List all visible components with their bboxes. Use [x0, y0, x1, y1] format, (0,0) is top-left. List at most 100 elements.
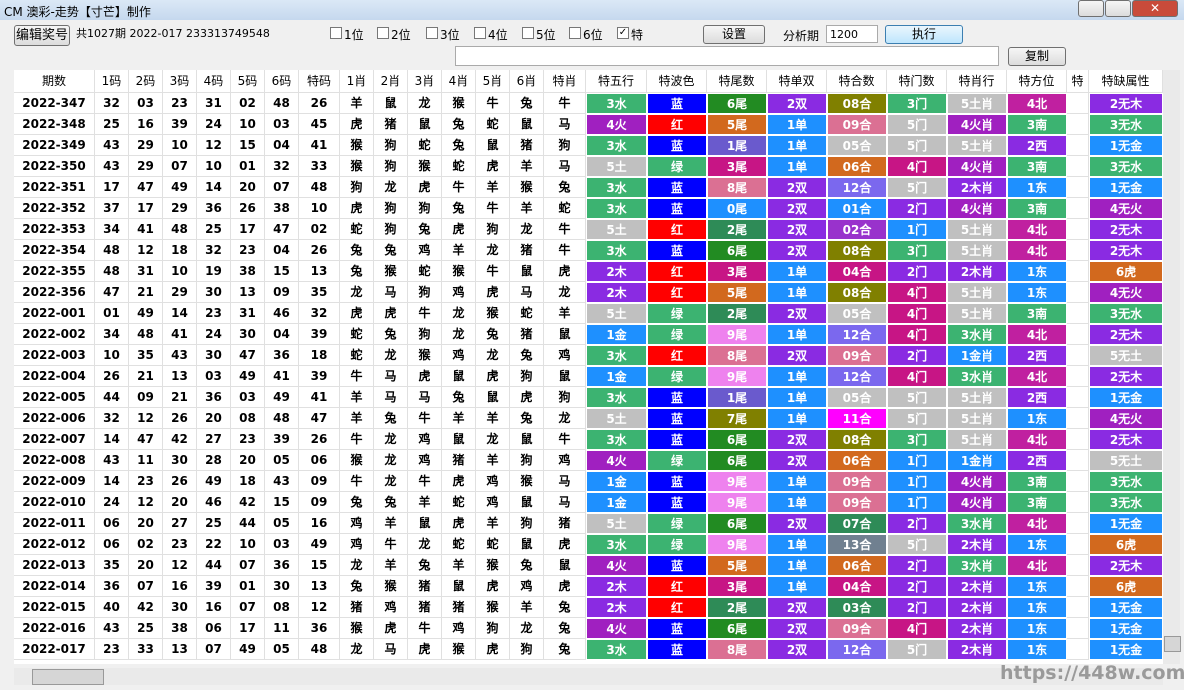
h-scrollbar[interactable]	[14, 668, 1163, 685]
period-input[interactable]: 1200	[826, 25, 878, 43]
table-cell: 猪	[544, 513, 586, 534]
copy-button[interactable]: 复制	[1008, 47, 1066, 66]
table-cell: 07	[197, 639, 231, 660]
minimize-button[interactable]	[1078, 0, 1104, 17]
table-cell: 2022-349	[14, 135, 95, 156]
table-cell: 12合	[827, 324, 887, 345]
blank-cell	[1067, 261, 1089, 282]
table-cell: 49	[265, 387, 299, 408]
table-cell: 龙	[476, 429, 510, 450]
table-cell: 4火肖	[947, 114, 1007, 135]
table-cell: 1金	[586, 492, 647, 513]
table-cell: 47	[129, 429, 163, 450]
table-cell: 26	[231, 198, 265, 219]
table-cell: 1无金	[1089, 618, 1163, 639]
checkbox[interactable]	[426, 27, 438, 39]
table-cell: 1东	[1007, 282, 1067, 303]
h-scroll-thumb[interactable]	[32, 669, 104, 685]
table-cell: 猴	[442, 93, 476, 114]
table-cell: 2双	[767, 240, 827, 261]
maximize-button[interactable]	[1105, 0, 1131, 17]
output-box[interactable]	[455, 46, 999, 66]
table-cell: 13	[231, 282, 265, 303]
table-cell: 9尾	[707, 471, 767, 492]
table-cell: 3门	[887, 93, 947, 114]
checkbox[interactable]: ✓	[617, 27, 629, 39]
v-scrollbar[interactable]	[1163, 70, 1180, 664]
checkbox[interactable]	[330, 27, 342, 39]
table-cell: 兔	[544, 177, 586, 198]
table-cell: 4门	[887, 324, 947, 345]
table-cell: 5土	[586, 219, 647, 240]
table-cell: 12合	[827, 366, 887, 387]
table-cell: 48	[265, 408, 299, 429]
checkbox[interactable]	[474, 27, 486, 39]
column-header: 4肖	[442, 70, 476, 93]
column-header: 6码	[265, 70, 299, 93]
table-cell: 蛇	[544, 198, 586, 219]
blank-cell	[1067, 219, 1089, 240]
table-cell: 蛇	[408, 135, 442, 156]
table-cell: 4火肖	[947, 492, 1007, 513]
table-cell: 2双	[767, 93, 827, 114]
table-cell: 16	[299, 513, 340, 534]
v-scroll-thumb[interactable]	[1164, 636, 1181, 652]
table-cell: 2022-016	[14, 618, 95, 639]
table-cell: 鼠	[374, 93, 408, 114]
table-cell: 虎	[442, 471, 476, 492]
edit-button[interactable]: 编辑奖号	[14, 25, 70, 46]
table-cell: 4北	[1007, 324, 1067, 345]
table-cell: 08	[265, 597, 299, 618]
settings-button[interactable]: 设置	[703, 25, 765, 44]
column-header: 特合数	[827, 70, 887, 93]
table-cell: 05合	[827, 135, 887, 156]
table-cell: 4无火	[1089, 282, 1163, 303]
table-cell: 羊	[340, 408, 374, 429]
table-cell: 34	[95, 219, 129, 240]
table-cell: 17	[231, 618, 265, 639]
table-cell: 5土肖	[947, 135, 1007, 156]
table-cell: 2门	[887, 597, 947, 618]
table-cell: 08合	[827, 429, 887, 450]
table-cell: 1金肖	[947, 345, 1007, 366]
table-cell: 43	[95, 618, 129, 639]
table-cell: 2022-009	[14, 471, 95, 492]
table-cell: 2木肖	[947, 639, 1007, 660]
blank-cell	[1067, 177, 1089, 198]
table-cell: 09	[299, 471, 340, 492]
table-cell: 10	[231, 534, 265, 555]
table-cell: 44	[95, 387, 129, 408]
close-button[interactable]: ✕	[1132, 0, 1178, 17]
table-cell: 牛	[476, 261, 510, 282]
table-cell: 3水	[586, 639, 647, 660]
checkbox[interactable]	[569, 27, 581, 39]
column-header: 特尾数	[707, 70, 767, 93]
table-cell: 2022-001	[14, 303, 95, 324]
table-cell: 5土肖	[947, 408, 1007, 429]
table-cell: 6尾	[707, 618, 767, 639]
table-cell: 4北	[1007, 429, 1067, 450]
table-cell: 11	[129, 450, 163, 471]
column-header: 期数	[14, 70, 95, 93]
table-cell: 3尾	[707, 261, 767, 282]
table-cell: 39	[197, 576, 231, 597]
table-cell: 牛	[544, 240, 586, 261]
table-cell: 2门	[887, 513, 947, 534]
table-cell: 虎	[544, 261, 586, 282]
blank-cell	[1067, 471, 1089, 492]
table-cell: 31	[129, 261, 163, 282]
table-cell: 虎	[408, 639, 442, 660]
table-cell: 猴	[340, 156, 374, 177]
table-cell: 8尾	[707, 177, 767, 198]
table-cell: 羊	[374, 555, 408, 576]
checkbox[interactable]	[377, 27, 389, 39]
table-cell: 2西	[1007, 450, 1067, 471]
table-cell: 虎	[476, 282, 510, 303]
table-cell: 马	[544, 471, 586, 492]
checkbox[interactable]	[522, 27, 534, 39]
run-button[interactable]: 执行	[885, 25, 963, 44]
info-text: 共1027期 2022-017 233313749548	[76, 27, 270, 40]
table-cell: 41	[265, 366, 299, 387]
table-cell: 猴	[340, 450, 374, 471]
blank-cell	[1067, 450, 1089, 471]
